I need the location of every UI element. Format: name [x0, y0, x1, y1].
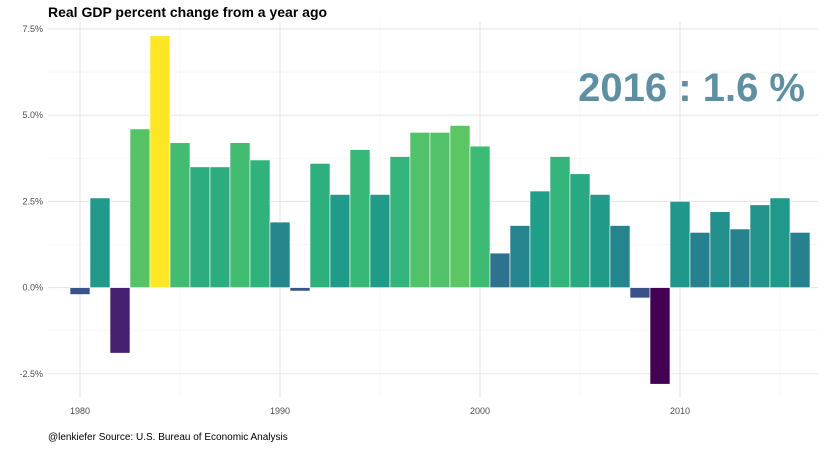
- y-tick-label: 2.5%: [22, 196, 43, 206]
- bar-2016: [789, 232, 811, 288]
- bar-1999: [449, 125, 471, 288]
- bar-1989: [249, 159, 271, 288]
- bar-2009: [649, 287, 671, 385]
- bar-2007: [609, 225, 631, 288]
- bar-2005: [569, 173, 591, 288]
- bar-1990: [269, 221, 291, 288]
- bar-1986: [189, 166, 211, 288]
- bar-1993: [329, 194, 351, 288]
- x-tick-label: 2010: [670, 406, 690, 416]
- bar-1982: [109, 287, 131, 354]
- bar-2003: [529, 190, 551, 288]
- bar-1987: [209, 166, 231, 288]
- y-tick-label: 5.0%: [22, 110, 43, 120]
- bar-1983: [129, 128, 151, 288]
- bar-2006: [589, 194, 611, 288]
- bar-2014: [749, 204, 771, 288]
- y-tick-label: 7.5%: [22, 24, 43, 34]
- bar-1991: [289, 287, 311, 292]
- chart-title: Real GDP percent change from a year ago: [48, 4, 328, 20]
- bar-1995: [369, 194, 391, 288]
- source-caption: @lenkiefer Source: U.S. Bureau of Econom…: [48, 432, 288, 443]
- bar-2011: [689, 232, 711, 288]
- year-annotation: 2016 : 1.6 %: [578, 66, 805, 110]
- bar-1996: [389, 156, 411, 288]
- bar-1984: [149, 35, 171, 288]
- y-tick-label: 0.0%: [22, 283, 43, 293]
- bar-1998: [429, 132, 451, 288]
- bar-2000: [469, 145, 491, 288]
- x-tick-label: 1980: [70, 406, 90, 416]
- bar-2004: [549, 156, 571, 288]
- y-tick-label: -2.5%: [19, 369, 43, 379]
- bar-1980: [69, 287, 91, 295]
- bar-2012: [709, 211, 731, 288]
- bar-2008: [629, 287, 651, 299]
- bars: [69, 35, 811, 385]
- bar-1981: [89, 197, 111, 288]
- x-tick-label: 1990: [270, 406, 290, 416]
- y-axis-ticks: -2.5% 0.0% 2.5% 5.0% 7.5%: [19, 24, 43, 379]
- x-axis-ticks: 1980 1990 2000 2010: [70, 406, 690, 416]
- x-tick-label: 2000: [470, 406, 490, 416]
- bar-2001: [489, 252, 511, 288]
- bar-2013: [729, 228, 751, 288]
- bar-1992: [309, 163, 331, 288]
- bar-2002: [509, 225, 531, 288]
- bar-1997: [409, 132, 431, 288]
- bar-2010: [669, 201, 691, 288]
- bar-1988: [229, 142, 251, 288]
- bar-1994: [349, 149, 371, 288]
- bar-1985: [169, 142, 191, 288]
- bar-2015: [769, 197, 791, 288]
